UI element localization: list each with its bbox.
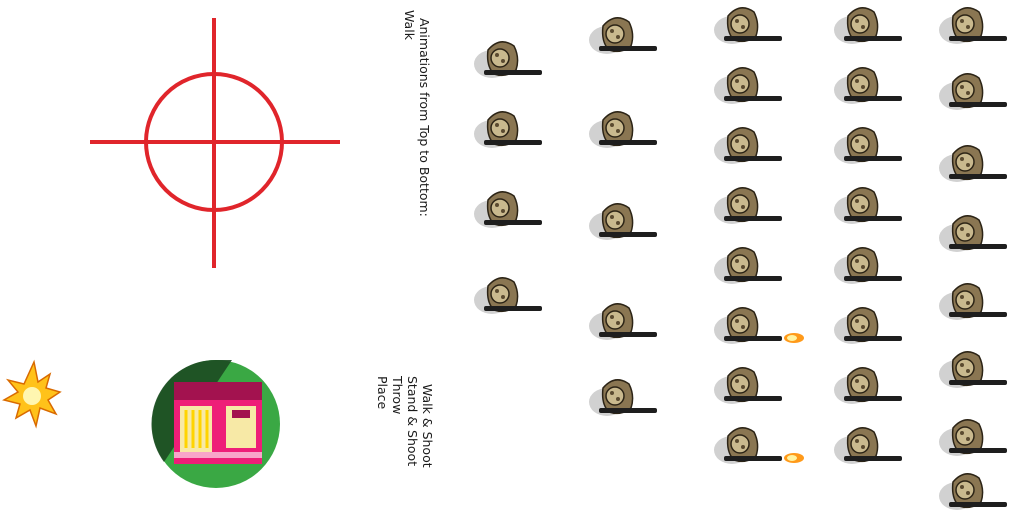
soldier-sprite <box>470 104 550 160</box>
soldier-sprite <box>585 196 665 252</box>
soldier-sprite <box>710 360 790 416</box>
soldier-sprite <box>585 296 665 352</box>
soldier-sprite <box>935 412 1015 468</box>
soldier-sprite <box>830 180 910 236</box>
soldier-sprite <box>935 66 1015 122</box>
soldier-sprite <box>710 420 804 476</box>
list-line-2: Stand & Shoot <box>405 376 420 467</box>
soldier-sprite <box>470 34 550 90</box>
explosion-icon <box>2 359 62 429</box>
animation-list: Walk & Shoot Stand & Shoot Throw Place <box>375 376 450 468</box>
soldier-sprite <box>585 372 665 428</box>
soldier-sprite <box>935 276 1015 332</box>
list-line-1: Walk & Shoot <box>420 383 435 468</box>
soldier-sprite <box>710 180 790 236</box>
soldier-sprite <box>830 60 910 116</box>
soldier-sprite <box>830 0 910 56</box>
crosshair-icon <box>90 18 340 268</box>
list-line-4: Place <box>375 376 390 410</box>
soldier-sprite <box>830 300 910 356</box>
soldier-sprite <box>830 240 910 296</box>
soldier-sprite <box>935 138 1015 194</box>
soldier-sprite <box>935 466 1015 522</box>
list-line-3: Throw <box>390 376 405 415</box>
soldier-sprite <box>710 300 804 356</box>
building-badge-icon <box>151 359 280 488</box>
soldier-sprite <box>470 184 550 240</box>
heading-line-1: Animations from Top to Bottom: <box>417 17 432 217</box>
soldier-sprite <box>710 240 790 296</box>
soldier-sprite <box>710 60 790 116</box>
soldier-sprite <box>470 270 550 326</box>
soldier-sprite <box>935 0 1015 56</box>
soldier-sprite <box>710 0 790 56</box>
soldier-sprite <box>830 420 910 476</box>
soldier-sprite <box>585 10 665 66</box>
animation-order-heading: Animations from Top to Bottom: Walk <box>402 10 447 217</box>
soldier-sprite <box>935 344 1015 400</box>
soldier-sprite <box>830 360 910 416</box>
soldier-sprite <box>830 120 910 176</box>
soldier-sprite <box>710 120 790 176</box>
heading-line-2: Walk <box>402 10 417 40</box>
soldier-sprite <box>935 208 1015 264</box>
soldier-sprite <box>585 104 665 160</box>
